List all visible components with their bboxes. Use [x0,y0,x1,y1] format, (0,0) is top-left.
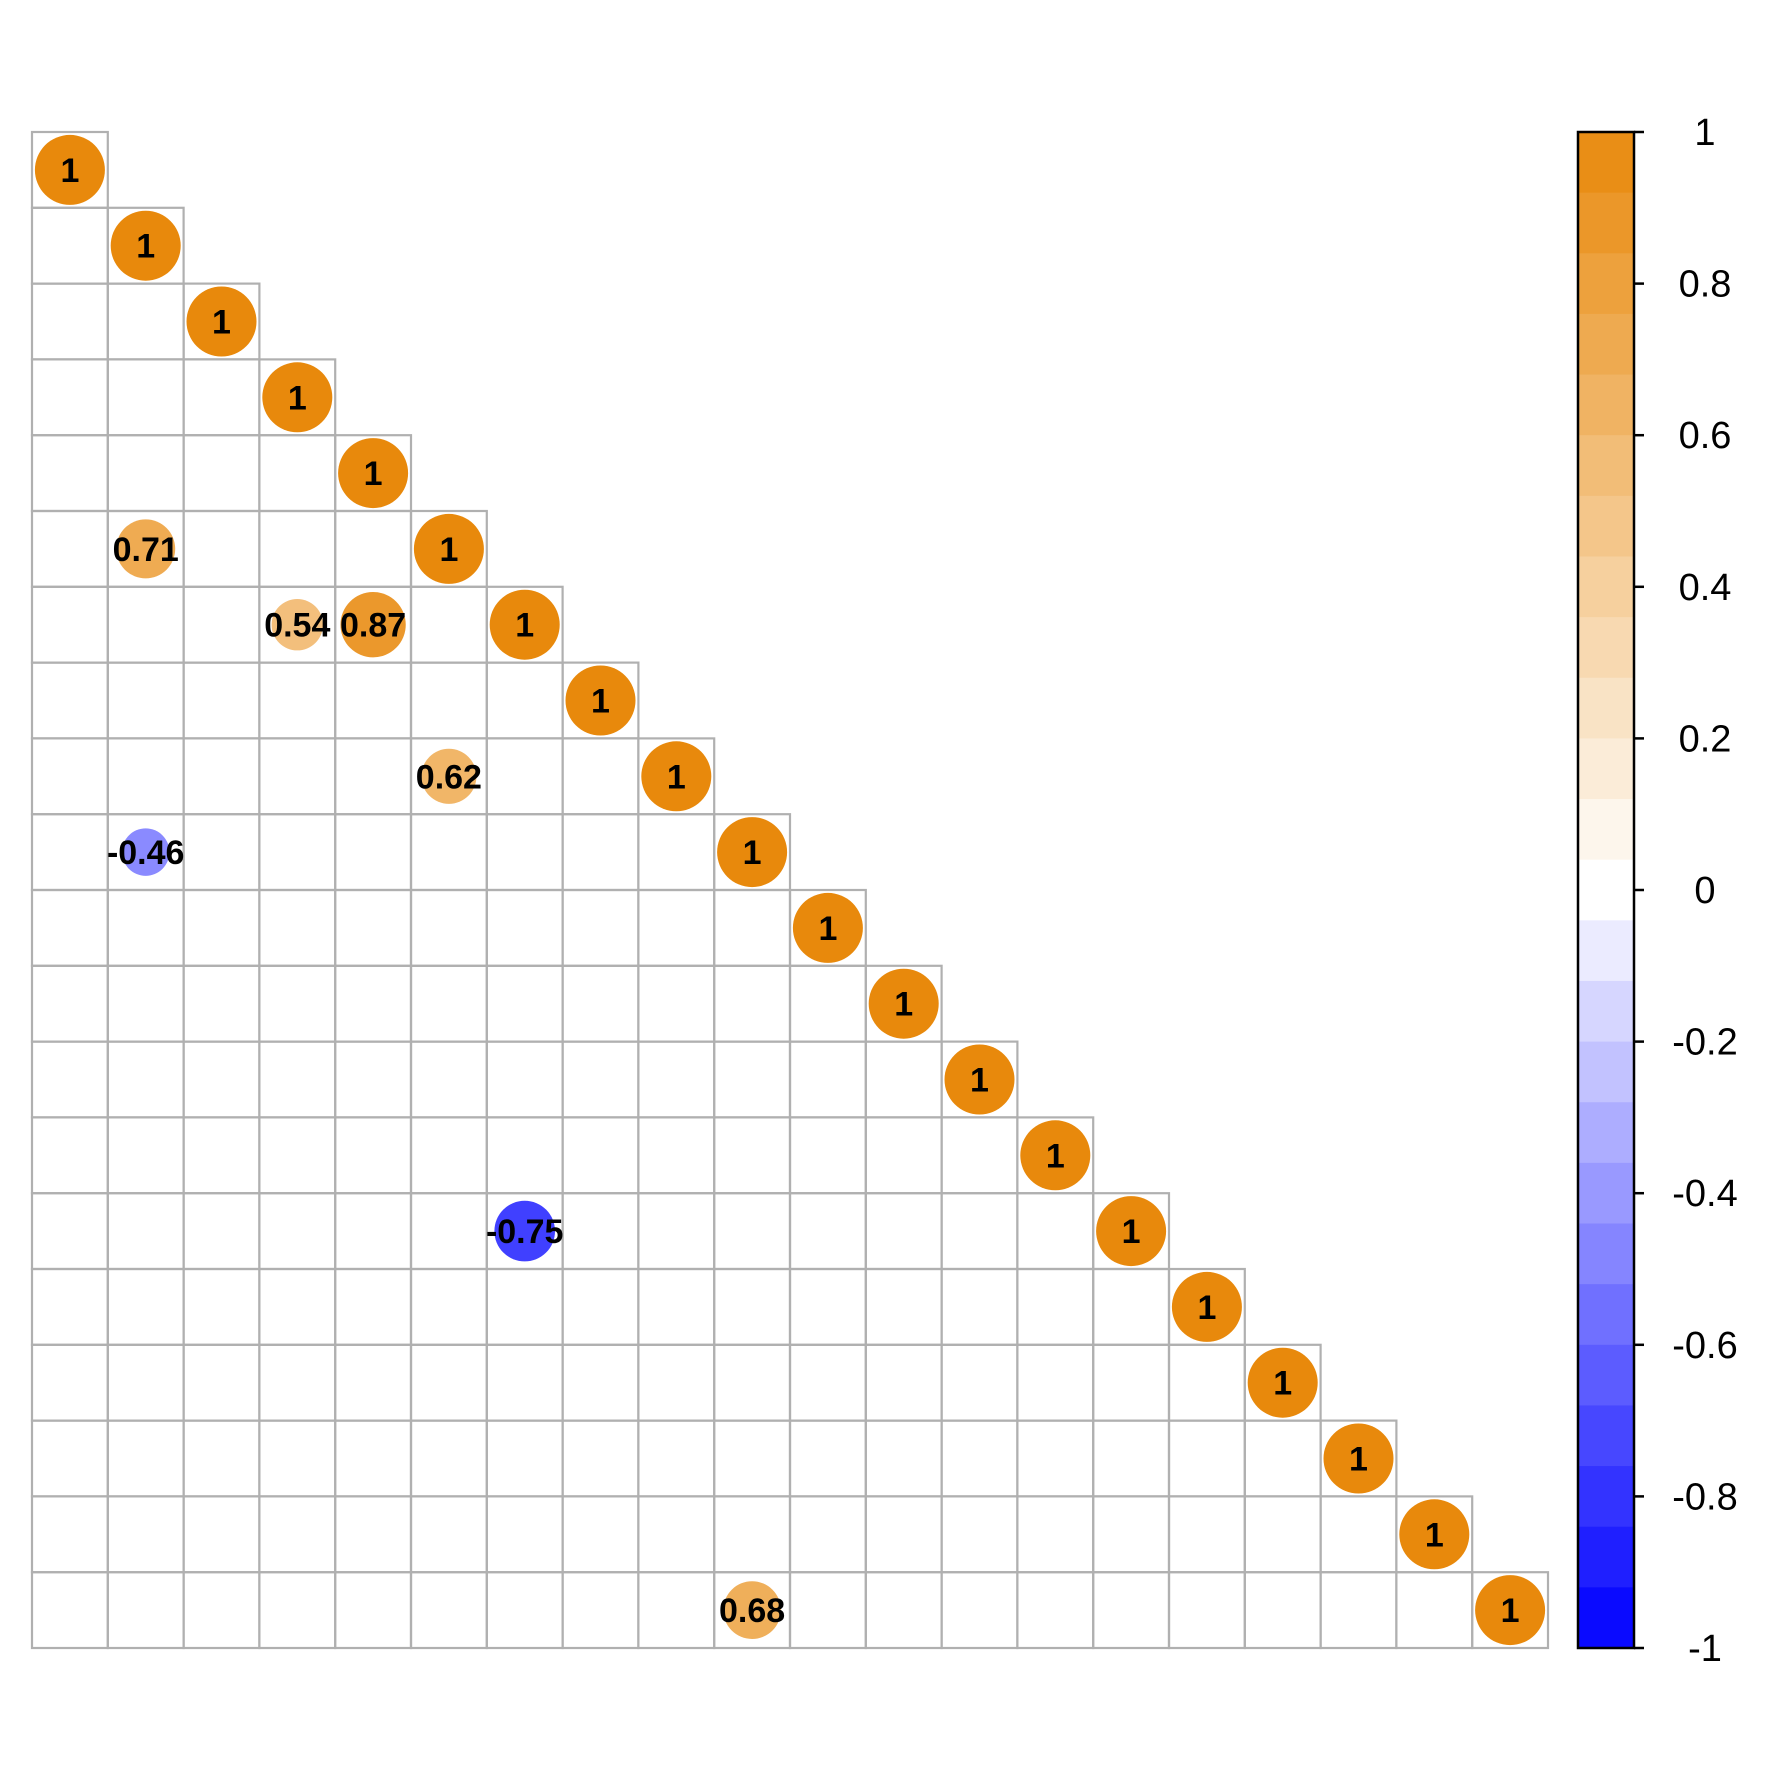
correlation-circle [723,1581,781,1639]
grid [30,130,1550,1650]
correlation-value: 0.68 [719,1592,785,1630]
correlation-labels: 1 1 1 1 1 1 1 1 1 1 1 1 1 1 1 1 1 1 1 1 0.71 0.54 0.87 0.62 -0.4… [60,152,1519,1630]
colorbar-segment [1578,253,1634,315]
correlation-value: 1 [818,910,837,948]
correlation-circle [1171,1271,1242,1342]
grid-cell [1471,1571,1550,1650]
colorbar-segment [1578,1344,1634,1407]
correlation-value: 1 [1122,1213,1141,1251]
colorbar-tick-label: -0.2 [1672,1022,1737,1064]
correlation-circle [1247,1347,1318,1418]
correlation-circle [792,892,863,963]
correlation-value: 1 [515,607,534,645]
correlation-value: 1 [212,304,231,342]
correlation-circle [868,968,939,1039]
correlation-circle [421,748,477,804]
correlation-circle [338,438,409,509]
colorbar-segment [1578,132,1634,194]
correlation-circle [1475,1575,1546,1646]
colorbar-segment [1578,374,1634,436]
colorbar-segment [1578,1526,1634,1588]
colorbar-segment [1578,1041,1634,1103]
correlation-circle [413,513,484,584]
correlation-circle [494,1200,556,1262]
colorbar-segment [1578,313,1634,376]
correlation-value: -0.46 [107,834,185,872]
correlation-value: 1 [894,986,913,1024]
colorbar-segment [1578,617,1634,679]
colorbar-segment [1578,1405,1634,1467]
correlation-value: 1 [591,683,610,721]
correlation-circle [717,817,788,888]
correlation-value: 1 [667,758,686,796]
correlation-circle [641,741,712,812]
colorbar-tick-label: -0.6 [1672,1325,1737,1367]
correlation-circle [944,1044,1015,1115]
correlation-value: 0.62 [416,758,482,796]
correlation-circle [262,362,333,433]
correlation-value: 1 [743,834,762,872]
colorbar-tick-label: 0 [1694,870,1715,912]
colorbar-segment [1578,920,1634,982]
colorbar-tick-label: 0.8 [1679,264,1732,306]
correlation-value: 1 [136,228,155,266]
correlation-value: 1 [439,531,458,569]
correlation-circle [565,665,636,736]
correlation-circle [34,134,105,205]
correlation-circle [489,589,560,660]
colorbar-tick-label: 0.2 [1679,718,1732,760]
colorbar-tick-label: 0.6 [1679,415,1732,457]
correlation-value: 0.87 [340,607,406,645]
correlation-circle [271,598,324,651]
colorbar-segment [1578,435,1634,497]
correlation-value: 1 [60,152,79,190]
correlation-circle [1020,1120,1091,1191]
correlation-circle [110,210,181,281]
correlation-circle [1323,1423,1394,1494]
colorbar-segment [1578,738,1634,800]
correlation-value: 1 [1349,1441,1368,1479]
colorbar-segment [1578,1587,1634,1649]
colorbar-tick-label: 0.4 [1679,567,1732,609]
correlation-value: 0.71 [113,531,179,569]
colorbar-tick-label: 1 [1694,112,1715,154]
correlation-circle [116,519,176,579]
correlation-value: 1 [1273,1365,1292,1403]
colorbar-tick-label: -1 [1688,1628,1722,1670]
correlation-circle [1399,1499,1470,1570]
correlation-circles [34,134,1546,1646]
colorbar-segment [1578,1102,1634,1164]
colorbar-segment [1578,1162,1634,1225]
colorbar-segment [1578,1284,1634,1346]
correlation-value: 1 [1425,1516,1444,1554]
correlation-value: -0.75 [486,1213,564,1251]
colorbar-segment [1578,859,1634,921]
correlation-circle [121,828,170,876]
colorbar: 1 0.8 0.6 0.4 0.2 0 -0.2 -0.4 -0.6 -0.8 -1 [1576,112,1738,1670]
correlation-circle [186,286,257,357]
colorbar-segment [1578,980,1634,1043]
colorbar-segment [1578,495,1634,558]
colorbar-tick-label: -0.4 [1672,1173,1737,1215]
colorbar-segment [1578,1466,1634,1528]
correlation-value: 1 [1197,1289,1216,1327]
correlation-circle [1096,1196,1167,1267]
correlation-value: 1 [970,1062,989,1100]
colorbar-segment [1578,799,1634,861]
colorbar-tick-label: -0.8 [1672,1476,1737,1518]
correlation-circle [340,592,406,658]
correlation-value: 1 [364,455,383,493]
correlation-value: 1 [1501,1592,1520,1630]
correlation-value: 1 [288,379,307,417]
colorbar-segment [1578,556,1634,618]
colorbar-segment [1578,1223,1634,1285]
colorbar-segment [1578,192,1634,254]
correlation-value: 0.54 [264,607,330,645]
colorbar-segment [1578,677,1634,739]
correlation-value: 1 [1046,1137,1065,1175]
